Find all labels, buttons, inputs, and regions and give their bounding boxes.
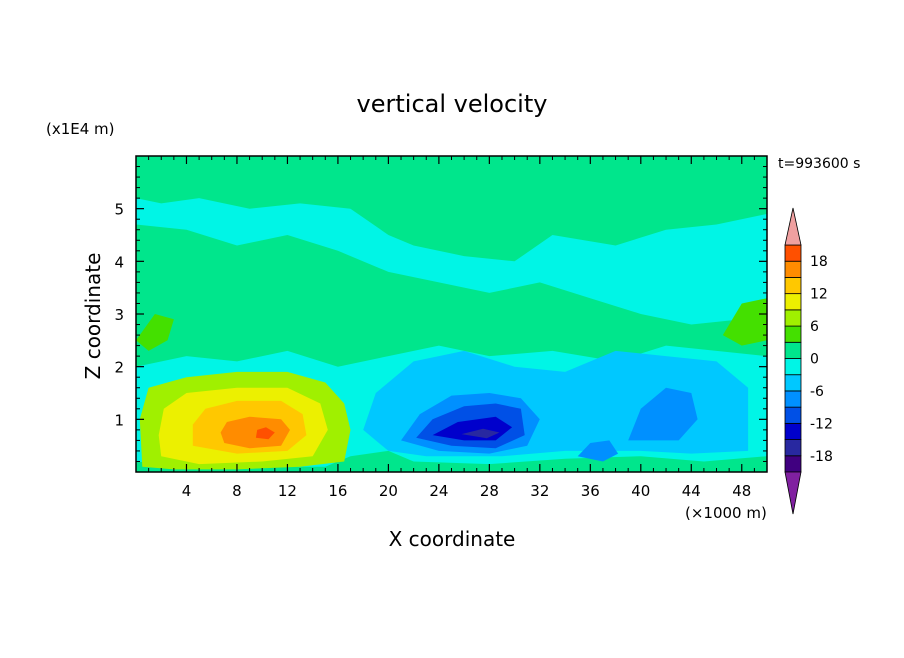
colorbar: 18 12 6 0 -6 -12 -18 xyxy=(784,207,833,515)
colorbar-band xyxy=(784,406,802,424)
colorbar-under-arrow xyxy=(784,471,802,515)
colorbar-band xyxy=(784,422,802,440)
colorbar-band xyxy=(784,358,802,376)
colorbar-label: -6 xyxy=(810,384,824,400)
colorbar-label: 0 xyxy=(810,352,819,368)
x-tick-label: 48 xyxy=(732,482,751,500)
x-tick-label: 8 xyxy=(232,482,242,500)
mid-positive-region xyxy=(136,224,767,367)
x-tick-label: 4 xyxy=(182,482,192,500)
x-unit-label: (×1000 m) xyxy=(685,504,767,522)
x-tick-label: 44 xyxy=(682,482,701,500)
x-tick-label: 28 xyxy=(480,482,499,500)
colorbar-band xyxy=(784,309,802,327)
colorbar-band xyxy=(784,390,802,408)
colorbar-band xyxy=(784,244,802,262)
x-tick-label: 36 xyxy=(581,482,600,500)
downdraft-core xyxy=(461,428,500,439)
colorbar-label: -18 xyxy=(810,449,833,465)
colorbar-band xyxy=(784,293,802,311)
x-axis-label: X coordinate xyxy=(389,527,516,551)
y-tick-label: 3 xyxy=(114,306,124,324)
x-tick-label: 16 xyxy=(328,482,347,500)
colorbar-over-arrow xyxy=(784,207,802,246)
lower-right-downdraft xyxy=(577,440,619,462)
x-tick-label: 32 xyxy=(530,482,549,500)
colorbar-band xyxy=(784,260,802,278)
time-label: t=993600 s xyxy=(778,156,860,172)
contour-field xyxy=(136,156,767,472)
colorbar-band xyxy=(784,341,802,359)
y-tick-label: 1 xyxy=(114,411,124,429)
y-axis-label: Z coordinate xyxy=(81,253,105,380)
updraft-core xyxy=(255,427,275,440)
colorbar-band xyxy=(784,325,802,343)
x-tick-label: 12 xyxy=(278,482,297,500)
colorbar-label: 18 xyxy=(810,254,828,270)
chart-title: vertical velocity xyxy=(357,90,548,118)
right-edge-positive xyxy=(722,298,767,346)
x-tick-label: 20 xyxy=(379,482,398,500)
y-tick-label: 4 xyxy=(114,253,124,271)
colorbar-label: 6 xyxy=(810,319,819,335)
colorbar-band xyxy=(784,374,802,392)
y-tick-label: 5 xyxy=(114,201,124,219)
y-unit-label: (x1E4 m) xyxy=(46,120,115,138)
x-tick-label: 40 xyxy=(631,482,650,500)
colorbar-label: 12 xyxy=(810,287,828,303)
x-tick-label: 24 xyxy=(429,482,448,500)
downdraft-level-6b xyxy=(628,387,698,441)
colorbar-band xyxy=(784,277,802,295)
y-tick-label: 2 xyxy=(114,359,124,377)
colorbar-band xyxy=(784,455,802,473)
left-edge-positive xyxy=(136,314,174,351)
colorbar-label: -12 xyxy=(810,416,833,432)
updraft-level-12 xyxy=(220,416,290,449)
upper-positive-region xyxy=(136,156,767,262)
colorbar-band xyxy=(784,439,802,457)
